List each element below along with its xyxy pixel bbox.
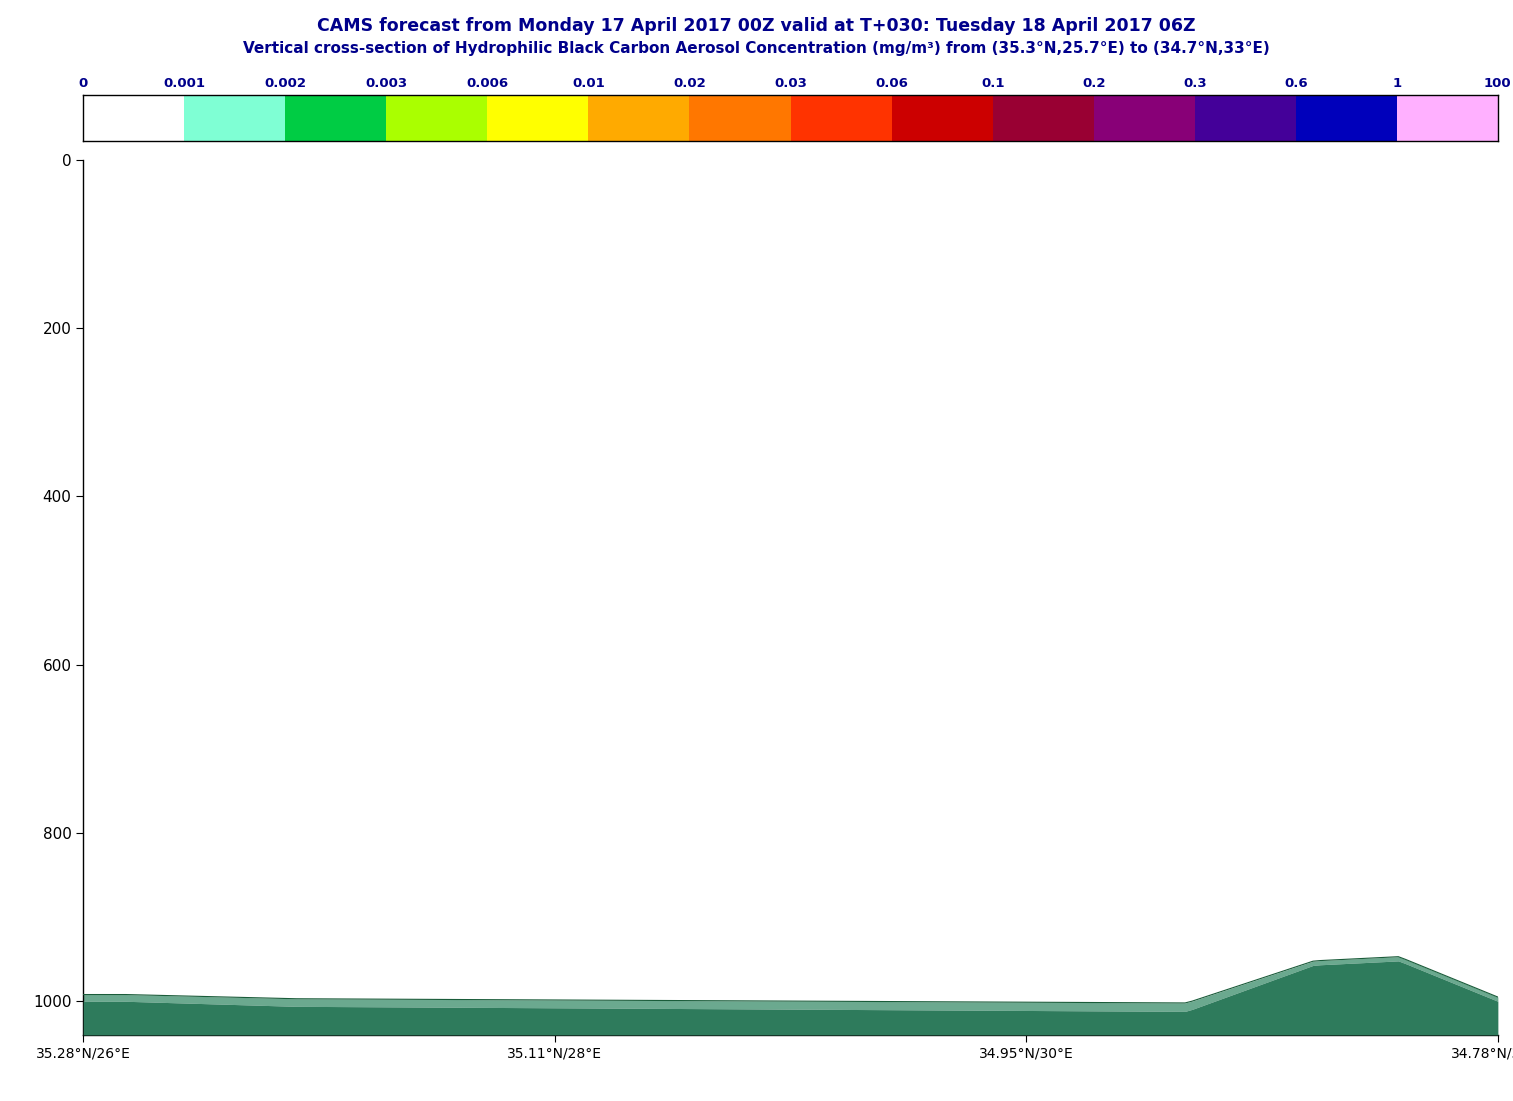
- Text: 0.2: 0.2: [1082, 77, 1106, 89]
- Bar: [690, 95, 790, 141]
- Bar: [487, 95, 589, 141]
- Text: CAMS forecast from Monday 17 April 2017 00Z valid at T+030: Tuesday 18 April 201: CAMS forecast from Monday 17 April 2017 …: [318, 17, 1195, 34]
- Text: 0.01: 0.01: [572, 77, 605, 89]
- Text: 0.1: 0.1: [980, 77, 1005, 89]
- Text: 0.001: 0.001: [163, 77, 206, 89]
- Bar: [185, 95, 286, 141]
- Text: 1: 1: [1392, 77, 1401, 89]
- Bar: [83, 95, 185, 141]
- Bar: [1396, 95, 1498, 141]
- Bar: [790, 95, 891, 141]
- Text: 0.003: 0.003: [365, 77, 407, 89]
- Text: Vertical cross-section of Hydrophilic Black Carbon Aerosol Concentration (mg/m³): Vertical cross-section of Hydrophilic Bl…: [244, 41, 1269, 56]
- Text: 0.02: 0.02: [673, 77, 707, 89]
- Bar: [1195, 95, 1295, 141]
- Text: 0.03: 0.03: [775, 77, 806, 89]
- Bar: [386, 95, 487, 141]
- Bar: [589, 95, 690, 141]
- Text: 100: 100: [1484, 77, 1511, 89]
- Bar: [891, 95, 993, 141]
- Text: 0.006: 0.006: [466, 77, 508, 89]
- Bar: [1295, 95, 1396, 141]
- Bar: [1094, 95, 1195, 141]
- Bar: [993, 95, 1094, 141]
- Text: 0.6: 0.6: [1285, 77, 1307, 89]
- Text: 0.06: 0.06: [875, 77, 908, 89]
- Text: 0.3: 0.3: [1183, 77, 1206, 89]
- Text: 0: 0: [79, 77, 88, 89]
- Text: 0.002: 0.002: [265, 77, 306, 89]
- Bar: [286, 95, 386, 141]
